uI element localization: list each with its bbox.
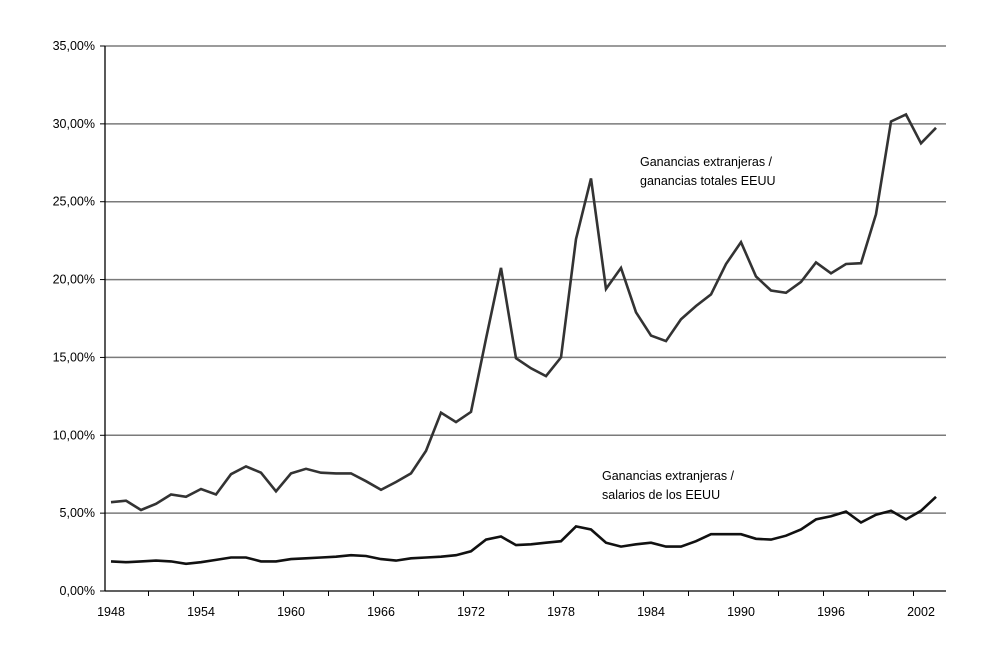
axes xyxy=(100,45,946,596)
y-axis-tick-labels: 0,00% 5,00% 10,00% 15,00% 20,00% 25,00% 30,00%… xyxy=(53,39,95,598)
x-axis-tick-labels: 1948 1954 1960 1966 1972 1978 1984 1990 1996 2002 xyxy=(97,605,935,619)
y-tick-label: 5,00% xyxy=(60,506,95,520)
x-tick-label: 1948 xyxy=(97,605,125,619)
y-tick-label: 0,00% xyxy=(60,584,95,598)
y-tick-label: 20,00% xyxy=(53,273,95,287)
y-tick-label: 30,00% xyxy=(53,117,95,131)
series-line-2 xyxy=(110,495,937,566)
x-tick-label: 1960 xyxy=(277,605,305,619)
y-tick-label: 25,00% xyxy=(53,195,95,209)
x-tick-label: 1984 xyxy=(637,605,665,619)
x-tick-label: 2002 xyxy=(907,605,935,619)
series-2-label-line-2: salarios de los EEUU xyxy=(602,488,720,502)
gridlines xyxy=(105,45,946,514)
series-1-label-line-2: ganancias totales EEUU xyxy=(640,174,776,188)
series-1-label-line-1: Ganancias extranjeras / xyxy=(640,155,773,169)
series-lines xyxy=(110,112,937,566)
x-tick-label: 1996 xyxy=(817,605,845,619)
y-tick-label: 15,00% xyxy=(53,350,95,364)
x-tick-label: 1954 xyxy=(187,605,215,619)
x-tick-label: 1966 xyxy=(367,605,395,619)
x-tick-label: 1990 xyxy=(727,605,755,619)
series-line-1 xyxy=(110,112,937,512)
y-tick-label: 35,00% xyxy=(53,39,95,53)
x-tick-label: 1972 xyxy=(457,605,485,619)
x-tick-label: 1978 xyxy=(547,605,575,619)
y-tick-label: 10,00% xyxy=(53,428,95,442)
series-2-label-line-1: Ganancias extranjeras / xyxy=(602,469,735,483)
